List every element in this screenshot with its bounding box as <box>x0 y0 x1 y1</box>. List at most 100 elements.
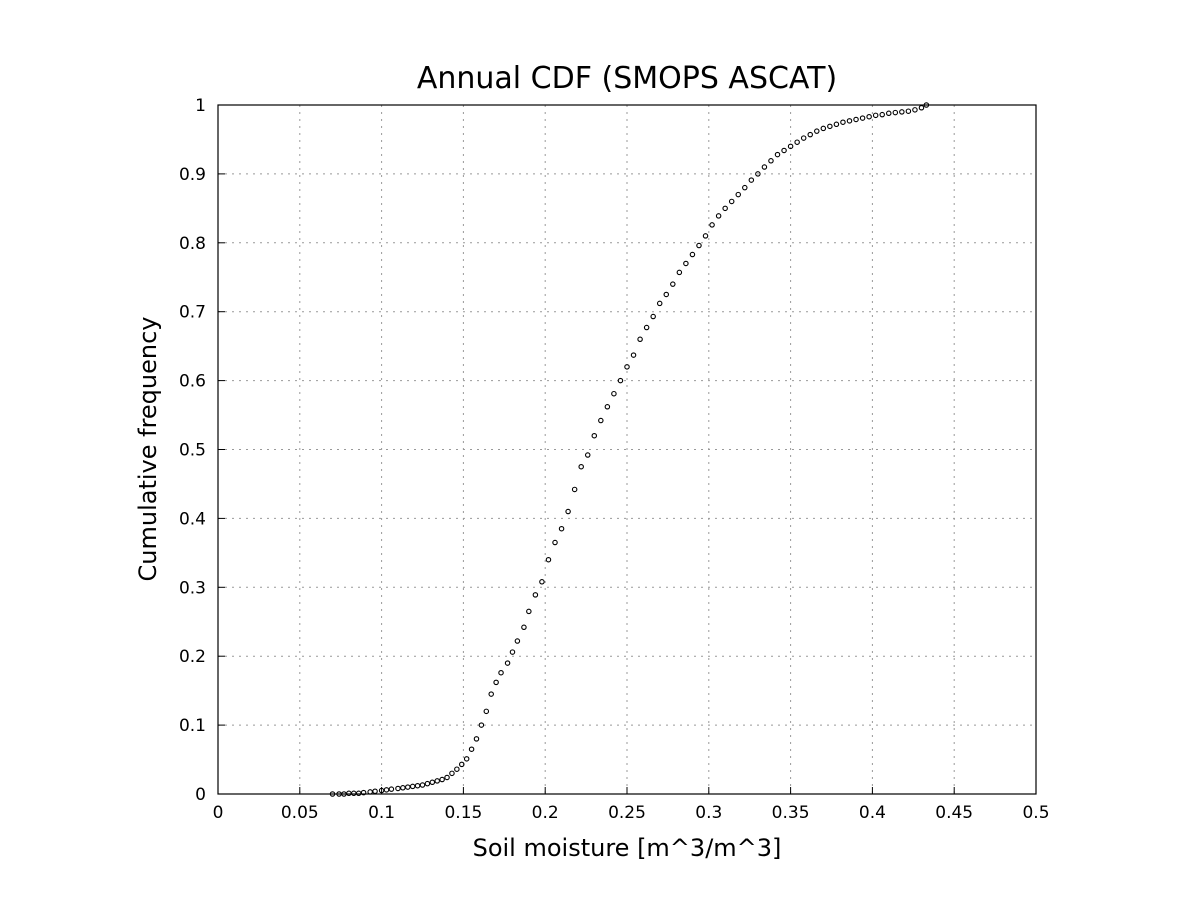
data-point <box>539 579 545 585</box>
data-point <box>787 143 794 150</box>
x-axis: 0 0.05 0.1 0.15 0.2 0.25 0.3 0.35 0.4 0.45 0.5 <box>213 787 1050 823</box>
data-point <box>504 660 511 666</box>
data-point <box>463 756 470 762</box>
data-point <box>617 377 624 384</box>
data-point <box>905 108 912 114</box>
x-tick-label: 0 <box>213 803 224 823</box>
data-point <box>650 313 656 320</box>
chart-title: Annual CDF (SMOPS ASCAT) <box>417 61 837 96</box>
data-point <box>683 260 689 267</box>
data-point <box>827 123 833 130</box>
x-tick-label: 0.25 <box>608 803 646 823</box>
data-point <box>768 158 774 164</box>
y-tick-label: 0.7 <box>179 303 206 323</box>
data-point <box>584 452 591 458</box>
data-point <box>722 205 728 212</box>
x-tick-label: 0.45 <box>935 803 973 823</box>
data-point <box>912 107 918 113</box>
y-tick-label: 0 <box>195 785 206 805</box>
data-point <box>840 119 846 125</box>
data-point <box>439 776 445 783</box>
x-tick-label: 0.3 <box>695 803 722 823</box>
data-point <box>598 417 604 424</box>
data-point <box>346 790 352 797</box>
data-point <box>604 404 611 410</box>
data-point <box>859 115 866 121</box>
data-point <box>670 281 676 287</box>
data-point <box>923 102 930 108</box>
y-tick-label: 0.5 <box>179 441 206 461</box>
data-point <box>454 766 460 772</box>
data-point <box>395 785 401 792</box>
data-point <box>846 118 853 124</box>
data-point <box>509 649 516 655</box>
data-point <box>521 624 527 631</box>
data-point <box>514 638 521 644</box>
data-point <box>781 147 787 154</box>
data-point <box>702 233 709 239</box>
y-tick-label: 0.1 <box>179 716 206 736</box>
data-point <box>367 789 373 795</box>
data-point <box>676 269 683 276</box>
data-point <box>715 213 722 219</box>
data-point <box>419 782 426 788</box>
data-point <box>444 774 450 781</box>
data-point <box>709 222 715 228</box>
data-point <box>360 789 367 796</box>
data-point <box>329 791 336 797</box>
data-point <box>899 109 905 115</box>
data-point <box>459 761 465 768</box>
x-tick-label: 0.4 <box>859 803 886 823</box>
data-point <box>578 463 584 470</box>
data-point <box>866 113 872 120</box>
data-point <box>409 783 416 790</box>
data-point <box>630 352 637 358</box>
x-tick-label: 0.15 <box>444 803 482 823</box>
data-point <box>493 679 499 686</box>
data-point <box>689 251 696 258</box>
y-tick-label: 1 <box>195 96 206 116</box>
data-point <box>405 784 411 790</box>
x-axis-label: Soil moisture [m^3/m^3] <box>473 834 782 862</box>
data-point <box>637 336 643 343</box>
data-point <box>478 722 485 728</box>
y-tick-label: 0.2 <box>179 647 206 667</box>
data-point <box>886 110 892 117</box>
data-point <box>807 131 813 138</box>
data-point <box>761 164 768 170</box>
data-point <box>498 669 504 676</box>
data-point <box>624 364 630 370</box>
y-tick-label: 0.9 <box>179 165 206 185</box>
y-tick-label: 0.6 <box>179 372 206 392</box>
data-point <box>774 151 781 158</box>
data-point <box>434 778 440 784</box>
data-point <box>532 592 539 598</box>
data-point <box>918 105 925 111</box>
x-tick-label: 0.35 <box>772 803 810 823</box>
data-point <box>429 779 436 786</box>
data-point <box>388 786 395 792</box>
data-point <box>820 125 827 132</box>
data-point <box>833 121 840 128</box>
data-point <box>755 171 761 177</box>
data-point <box>800 135 807 141</box>
data-point <box>892 109 899 116</box>
x-tick-label: 0.05 <box>281 803 319 823</box>
data-point <box>400 785 406 791</box>
grid <box>218 105 1036 794</box>
data-point <box>656 300 663 307</box>
x-tick-label: 0.2 <box>532 803 559 823</box>
data-point <box>853 116 859 123</box>
data-point <box>611 390 617 397</box>
data-point <box>571 486 578 493</box>
data-point <box>372 788 378 794</box>
y-axis-label: Cumulative frequency <box>134 317 162 582</box>
y-tick-label: 0.4 <box>179 509 206 529</box>
data-point <box>473 736 480 742</box>
data-point <box>643 324 650 331</box>
x-tick-label: 0.5 <box>1022 803 1049 823</box>
x-tick-label: 0.1 <box>368 803 395 823</box>
data-point <box>814 128 820 134</box>
